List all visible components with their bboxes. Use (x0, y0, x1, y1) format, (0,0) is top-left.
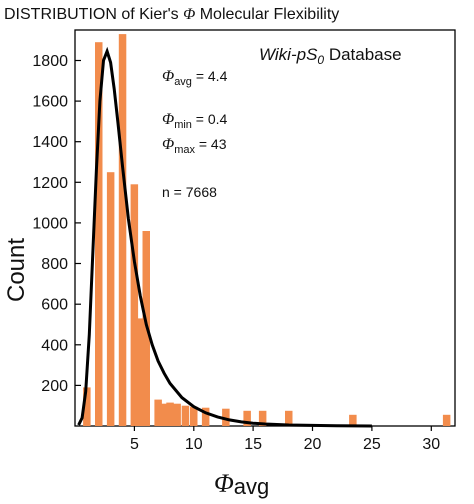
x-tick-label-30: 30 (422, 436, 440, 453)
stat-n: n = 7668 (162, 184, 217, 200)
x-tick-label-5: 5 (130, 436, 139, 453)
chart-title-suffix: Molecular Flexibility (195, 6, 339, 23)
y-tick-label-1000: 1000 (32, 215, 68, 232)
bar-14 (222, 408, 230, 426)
x-tick-label-15: 15 (244, 436, 262, 453)
chart-title-prefix: DISTRIBUTION of Kier's (4, 6, 183, 23)
y-tick-label-400: 400 (41, 337, 68, 354)
bars-layer (83, 34, 451, 426)
y-tick-label-200: 200 (41, 378, 68, 395)
x-axis-label-symbol: Φ (214, 469, 234, 498)
database-suffix: Database (324, 45, 402, 64)
x-axis-label: Φavg (214, 469, 269, 499)
stat-min-subscript: min (174, 119, 192, 131)
bar-11 (181, 405, 190, 426)
bar-15 (243, 410, 251, 426)
x-axis-label-subscript: avg (234, 474, 269, 499)
database-name: Wiki-pS (259, 45, 318, 64)
bar-17 (285, 410, 293, 426)
bar-8 (160, 403, 168, 426)
y-tick-label-1600: 1600 (32, 94, 68, 111)
y-axis-label: Count (3, 238, 30, 302)
bar-18 (349, 414, 357, 426)
stat-min-symbol: Φ (162, 111, 174, 128)
bar-4 (130, 184, 139, 426)
bar-9 (166, 402, 174, 426)
y-axis-ticks: 200 400 600 800 1000 1200 1400 1600 1800 (32, 53, 81, 395)
bar-13 (201, 407, 210, 426)
stat-max-symbol: Φ (162, 136, 174, 153)
bar-1 (95, 42, 103, 426)
stat-min: Φmin = 0.4 (162, 111, 228, 131)
x-axis-ticks: 5 10 15 20 25 30 (130, 426, 440, 453)
x-tick-label-20: 20 (304, 436, 322, 453)
stat-max-value: = 43 (195, 136, 227, 152)
fit-curve (77, 46, 372, 428)
y-tick-label-1800: 1800 (32, 53, 68, 70)
y-tick-label-600: 600 (41, 297, 68, 314)
bar-0 (83, 387, 91, 426)
bar-10 (173, 403, 181, 426)
x-tick-label-10: 10 (185, 436, 203, 453)
stat-max-subscript: max (174, 144, 195, 156)
bar-19 (442, 414, 451, 426)
bar-2 (106, 172, 115, 426)
stat-max: Φmax = 43 (162, 136, 227, 156)
chart-title: DISTRIBUTION of Kier's Φ Molecular Flexi… (4, 6, 339, 23)
stat-avg: Φavg = 4.4 (162, 68, 228, 88)
bar-12 (190, 406, 198, 426)
bar-3 (118, 34, 127, 426)
stat-avg-subscript: avg (174, 76, 192, 88)
y-tick-label-1200: 1200 (32, 175, 68, 192)
x-tick-label-25: 25 (363, 436, 381, 453)
y-tick-label-1400: 1400 (32, 134, 68, 151)
stat-min-value: = 0.4 (192, 111, 228, 127)
stat-avg-symbol: Φ (162, 68, 174, 85)
stat-avg-value: = 4.4 (192, 68, 228, 84)
bar-7 (154, 399, 162, 426)
chart-title-symbol: Φ (183, 6, 195, 23)
database-subscript: 0 (317, 53, 324, 67)
database-annotation: Wiki-pS0 Database (259, 45, 402, 67)
y-tick-label-800: 800 (41, 256, 68, 273)
bar-16 (258, 410, 267, 426)
bar-5 (135, 318, 143, 426)
